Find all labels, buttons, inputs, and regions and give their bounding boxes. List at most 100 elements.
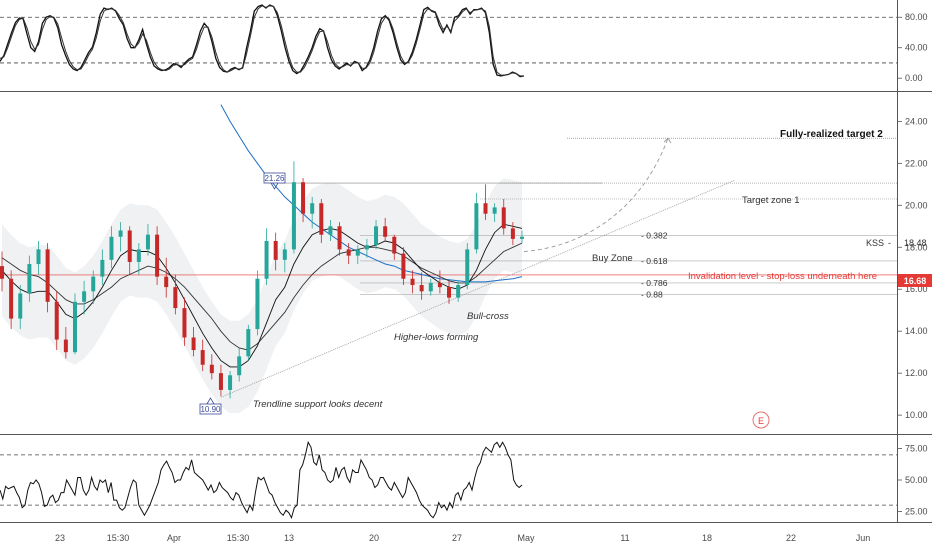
x-tick-label: May [517, 533, 535, 543]
price-axis-tick-label: 10.00 [905, 410, 928, 420]
candle [291, 161, 296, 254]
candle [182, 297, 187, 346]
candle [374, 219, 379, 250]
candle [63, 326, 68, 359]
symbol-price-label: 18.48 [904, 238, 927, 248]
fib-level-label: - 0.786 [641, 278, 668, 288]
rsi-line [0, 440, 523, 520]
price-axis-tick-label: 18.00 [905, 242, 928, 252]
price-axis-tick-label: 16.00 [905, 284, 928, 294]
target1-label: Target zone 1 [742, 195, 800, 206]
candle [492, 203, 497, 223]
stoch-line [0, 4, 525, 78]
x-tick-label: 22 [786, 533, 796, 543]
candle [246, 324, 251, 361]
candle [301, 178, 306, 223]
price-axis-tick-label: 20.00 [905, 200, 928, 210]
earnings-icon: E [758, 416, 764, 426]
candle [456, 280, 461, 302]
x-tick-label: 23 [55, 533, 65, 543]
candle [310, 196, 315, 229]
moving-average-line [1, 242, 523, 351]
moving-average-line [1, 223, 523, 368]
candle [465, 243, 470, 290]
candle [145, 224, 150, 256]
candle [437, 270, 442, 294]
candle [191, 326, 196, 357]
candle [173, 274, 178, 315]
candle [337, 222, 342, 256]
candle [520, 230, 524, 244]
stoch-axis-tick-label: 40.00 [905, 43, 928, 53]
candle [155, 226, 160, 286]
bull-cross-label: Bull-cross [467, 311, 509, 322]
price-axis-tick-label: 12.00 [905, 368, 928, 378]
buy-zone-label: Buy Zone [592, 253, 633, 264]
earnings-marker[interactable]: E [752, 411, 770, 429]
candle [200, 339, 205, 372]
rsi-panel [0, 440, 897, 520]
candle [383, 217, 388, 241]
candle [237, 347, 242, 382]
candle [0, 251, 4, 292]
x-tick-label: 15:30 [107, 533, 130, 543]
price-axis-tick-label: 24.00 [905, 116, 928, 126]
price-axis-tick-label: 14.00 [905, 326, 928, 336]
candle [447, 280, 452, 304]
candle [401, 247, 406, 286]
candle [392, 234, 397, 260]
x-tick-label: 11 [620, 533, 629, 543]
projection-arrowhead [663, 137, 672, 144]
x-tick-label: 20 [369, 533, 379, 543]
x-tick-label: Apr [167, 533, 181, 543]
rsi-axis-tick-label: 25.00 [905, 506, 928, 516]
x-tick-label: 18 [702, 533, 712, 543]
candle [82, 280, 87, 315]
stoch-axis-tick-label: 80.00 [905, 12, 928, 22]
low-marker [206, 397, 215, 405]
trendline-label: Trendline support looks decent [253, 399, 383, 410]
rsi-axis-tick-label: 50.00 [905, 475, 928, 485]
candle [419, 272, 424, 300]
candle [328, 219, 333, 241]
candle [72, 293, 77, 355]
rsi-axis-tick-label: 75.00 [905, 444, 928, 454]
candle [319, 199, 324, 244]
candle [364, 238, 369, 258]
candle [255, 270, 260, 336]
x-tick-label: 15:30 [227, 533, 250, 543]
candle [428, 278, 433, 296]
x-tick-label: 27 [452, 533, 462, 543]
candle [127, 226, 132, 275]
candle [54, 291, 59, 351]
channel-band [2, 178, 522, 413]
stoch-line [0, 5, 524, 77]
high-price-label: 21.26 [264, 174, 285, 183]
candle [9, 270, 14, 330]
candle [118, 222, 123, 252]
price-axis-tick-label: 22.00 [905, 158, 928, 168]
current-price-tag: 16.68 [898, 274, 932, 287]
x-tick-label: 13 [284, 533, 294, 543]
candle [273, 232, 278, 271]
svg-text:-: - [888, 238, 891, 248]
candle [36, 240, 41, 275]
candle [355, 245, 360, 265]
candle [501, 199, 506, 235]
high-marker [270, 182, 279, 190]
current-price-label: 16.68 [904, 276, 927, 286]
candle [483, 184, 488, 220]
low-price-label: 10.90 [200, 405, 221, 414]
fib-level-label: - 0.382 [641, 231, 668, 241]
symbol-price-tag: KSS - 18.48 [866, 238, 927, 248]
fib-level-label: - 0.88 [641, 289, 663, 299]
candle [100, 249, 105, 286]
stoch-axis-tick-label: 0.00 [905, 73, 923, 83]
stochastic-panel [0, 4, 897, 78]
candle [18, 285, 23, 330]
target2-label: Fully-realized target 2 [780, 129, 883, 140]
price-panel: - 0.382 - 0.618 - 0.786- 0.88 [0, 104, 897, 413]
candle [45, 243, 50, 313]
fib-level-label: - 0.618 [641, 256, 668, 266]
candle [164, 257, 169, 298]
